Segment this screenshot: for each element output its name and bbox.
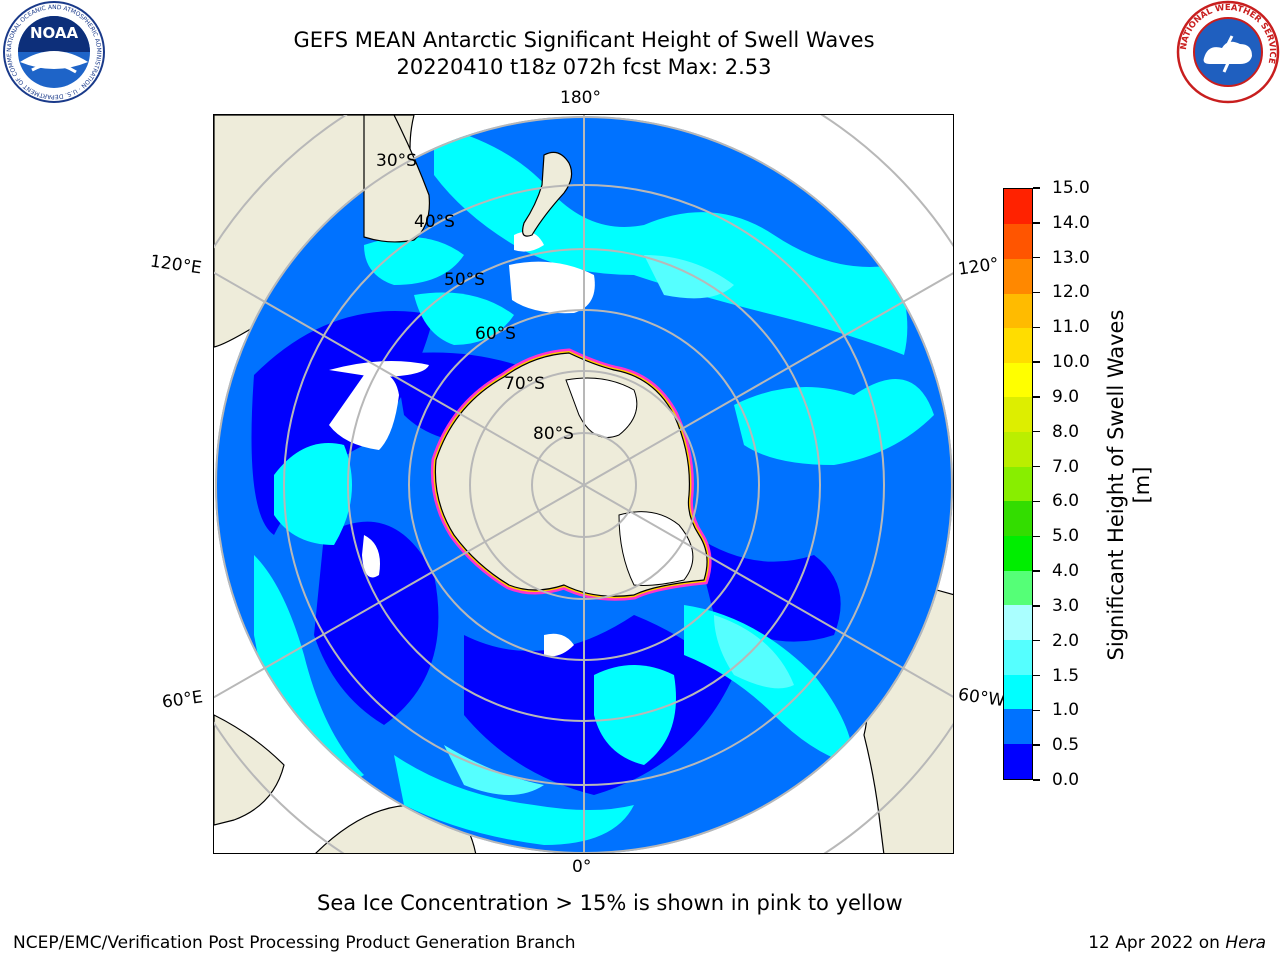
colorbar-tick-label: 10.0 xyxy=(1052,352,1090,373)
colorbar-tick-label: 5.0 xyxy=(1052,526,1080,547)
colorbar-tick-label: 11.0 xyxy=(1052,317,1090,338)
credit-right: 12 Apr 2022 on Hera xyxy=(1088,933,1266,953)
colorbar-segment xyxy=(1004,362,1032,398)
credit-date: 12 Apr 2022 on xyxy=(1088,933,1226,953)
nws-logo-icon: NATIONAL WEATHER SERVICE xyxy=(1176,0,1280,108)
colorbar-tick xyxy=(1033,431,1040,433)
colorbar-tick-label: 14.0 xyxy=(1052,212,1090,233)
colorbar-segment xyxy=(1004,674,1032,710)
sea-ice-footnote: Sea Ice Concentration > 15% is shown in … xyxy=(317,891,903,915)
colorbar-tick-label: 15.0 xyxy=(1052,178,1090,198)
colorbar-tick xyxy=(1033,570,1040,572)
colorbar-tick xyxy=(1033,222,1040,224)
colorbar-segment xyxy=(1004,743,1032,779)
colorbar-tick-label: 0.0 xyxy=(1052,770,1080,790)
colorbar-segment xyxy=(1004,500,1032,537)
colorbar-tick xyxy=(1033,291,1040,294)
colorbar-segment xyxy=(1004,292,1032,329)
colorbar-tick-label: 3.0 xyxy=(1052,595,1080,616)
ocean-field xyxy=(215,116,953,853)
colorbar-segment xyxy=(1004,223,1032,259)
polar-map xyxy=(213,114,954,854)
colorbar-tick xyxy=(1033,605,1040,607)
colorbar-tick xyxy=(1033,465,1040,468)
colorbar-segment xyxy=(1004,570,1032,606)
colorbar-tick xyxy=(1033,535,1040,537)
colorbar-segment xyxy=(1004,535,1032,571)
colorbar-tick-label: 6.0 xyxy=(1052,491,1080,512)
colorbar-title: Significant Height of Swell Waves [m] xyxy=(1104,309,1154,661)
colorbar xyxy=(1003,188,1033,780)
colorbar-tick xyxy=(1033,326,1040,328)
colorbar-segment xyxy=(1004,466,1032,502)
lon-label-upper-right: 120° xyxy=(956,254,1001,280)
colorbar-tick-label: 4.0 xyxy=(1052,561,1080,582)
new-zealand xyxy=(522,151,573,237)
colorbar-tick xyxy=(1033,256,1040,259)
colorbar-tick-label: 12.0 xyxy=(1052,282,1090,303)
colorbar-tick xyxy=(1033,709,1040,712)
lat-label-80s: 80°S xyxy=(533,424,574,444)
map-title: GEFS MEAN Antarctic Significant Height o… xyxy=(293,28,875,52)
colorbar-tick-label: 13.0 xyxy=(1052,247,1090,268)
colorbar-tick-label: 0.5 xyxy=(1052,735,1080,756)
lon-label-bottom: 0° xyxy=(572,857,592,877)
lat-label-40s: 40°S xyxy=(414,212,455,232)
colorbar-segment xyxy=(1004,639,1032,675)
map-canvas xyxy=(214,115,953,853)
lon-label-lower-right: 60°W xyxy=(956,684,1007,712)
lon-label-lower-left: 60°E xyxy=(160,687,205,713)
lon-label-top: 180° xyxy=(560,88,601,108)
colorbar-tick xyxy=(1033,779,1040,781)
noaa-logo-text: NOAA xyxy=(30,24,79,42)
colorbar-segment xyxy=(1004,189,1032,225)
colorbar-segment xyxy=(1004,396,1032,433)
colorbar-segment xyxy=(1004,327,1032,363)
colorbar-tick-label: 8.0 xyxy=(1052,421,1080,442)
colorbar-segment xyxy=(1004,708,1032,744)
colorbar-segment xyxy=(1004,604,1032,640)
colorbar-tick xyxy=(1033,640,1040,642)
colorbar-tick-label: 1.0 xyxy=(1052,700,1080,721)
credit-host: Hera xyxy=(1225,933,1266,953)
map-subtitle: 20220410 t18z 072h fcst Max: 2.53 xyxy=(396,55,772,79)
lat-label-50s: 50°S xyxy=(444,270,485,290)
colorbar-tick-label: 9.0 xyxy=(1052,386,1080,407)
lat-label-70s: 70°S xyxy=(504,374,545,394)
colorbar-tick-label: 1.5 xyxy=(1052,665,1080,686)
noaa-logo-icon: NOAA NATIONAL OCEANIC AND ATMOSPHERIC AD… xyxy=(0,0,106,108)
colorbar-tick xyxy=(1033,744,1040,746)
lat-label-30s: 30°S xyxy=(376,151,417,171)
credit-left: NCEP/EMC/Verification Post Processing Pr… xyxy=(13,933,576,953)
lat-label-60s: 60°S xyxy=(475,324,516,344)
australia-coast xyxy=(363,115,431,243)
colorbar-tick xyxy=(1033,396,1040,398)
colorbar-segment xyxy=(1004,258,1032,294)
colorbar-tick-label: 7.0 xyxy=(1052,456,1080,477)
graticule xyxy=(214,115,953,853)
colorbar-segment xyxy=(1004,431,1032,467)
colorbar-tick xyxy=(1033,361,1040,363)
colorbar-tick xyxy=(1033,500,1040,503)
colorbar-tick xyxy=(1033,187,1040,189)
lon-label-upper-left: 120°E xyxy=(148,251,203,279)
colorbar-tick xyxy=(1033,674,1040,677)
colorbar-tick-label: 2.0 xyxy=(1052,630,1080,651)
antarctica xyxy=(430,348,712,601)
